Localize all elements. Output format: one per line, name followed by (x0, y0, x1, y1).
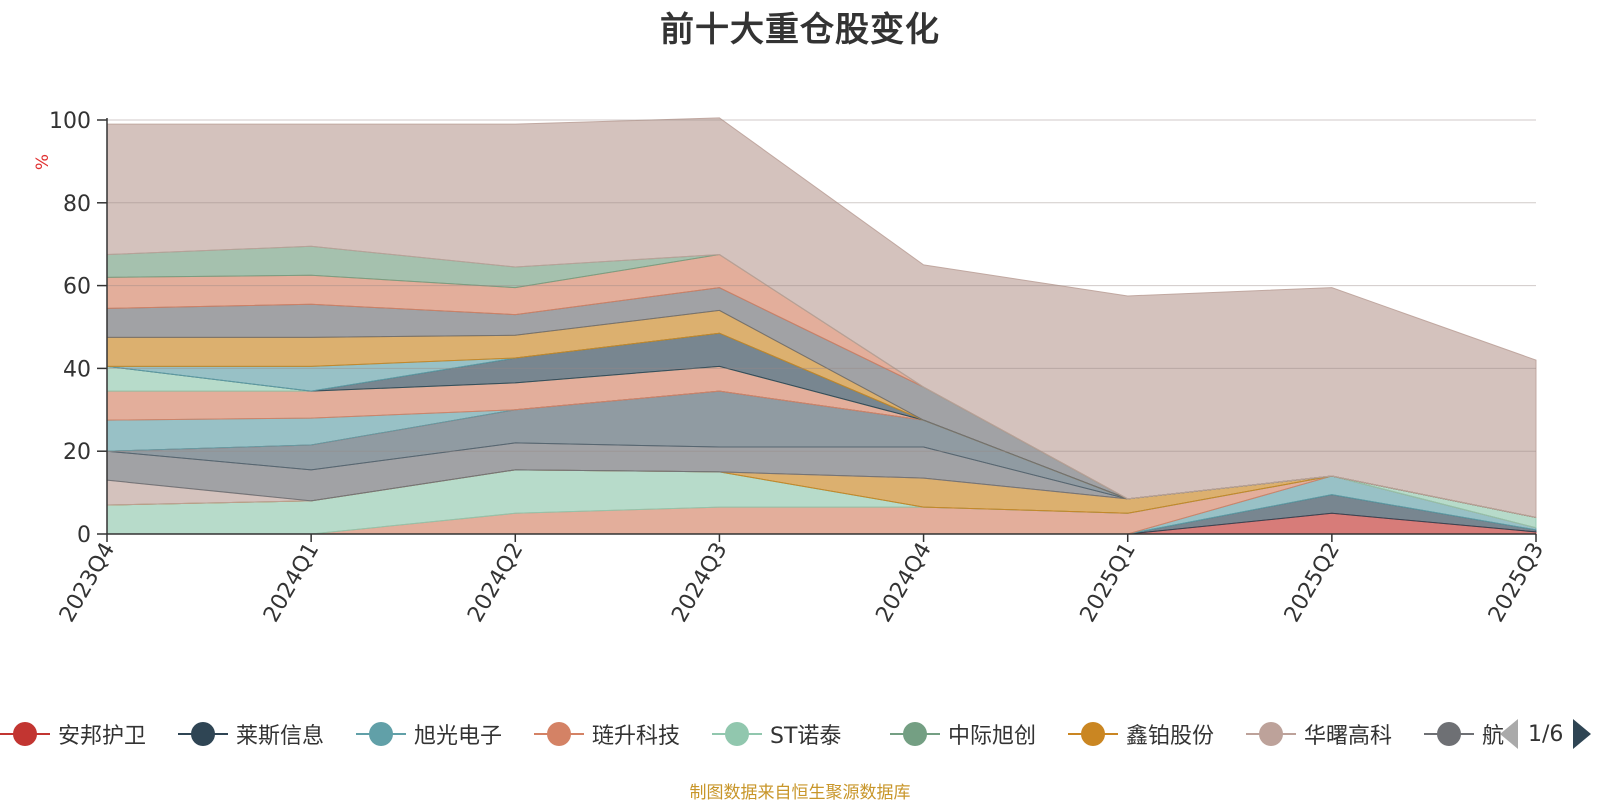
legend-item[interactable]: 琏升科技 (534, 716, 680, 752)
x-tick-label-1: 2024Q1 (259, 539, 324, 627)
legend-item[interactable]: 中际旭创 (890, 716, 1036, 752)
legend-item[interactable]: ST诺泰 (712, 716, 841, 752)
legend-label: 鑫铂股份 (1126, 724, 1215, 749)
legend-swatch-dot (369, 722, 393, 746)
legend-swatch-line (356, 722, 406, 746)
y-tick-label-100: 100 (49, 109, 91, 134)
legend-page-indicator: 1/6 (1528, 721, 1564, 747)
legend-swatch-line (1424, 722, 1474, 746)
stacked-area-chart: 0 20 40 60 80 100% 2023Q4 2024Q1 2024Q2 2024Q3 202… (33, 109, 1549, 627)
legend-swatch-line (890, 722, 940, 746)
legend-label: 旭光电子 (414, 724, 503, 749)
x-tick-label-3: 2024Q3 (667, 539, 732, 627)
legend-swatch-dot (1437, 722, 1461, 746)
legend-label: ST诺泰 (770, 724, 842, 749)
legend-item[interactable]: 安邦护卫 (0, 716, 146, 752)
legend-item[interactable]: 旭光电子 (356, 716, 502, 752)
legend-swatch-dot (1259, 722, 1283, 746)
x-tick-label-6: 2025Q2 (1280, 539, 1345, 627)
legend-label: 华曙高科 (1304, 724, 1393, 749)
chart-title: 前十大重仓股变化 (660, 10, 940, 50)
x-tick-label-7: 2025Q3 (1484, 539, 1549, 627)
legend-item[interactable]: 莱斯信息 (178, 716, 324, 752)
legend-swatch-line (712, 722, 762, 746)
x-tick-label-0: 2023Q4 (55, 539, 120, 627)
y-tick-label-60: 60 (63, 275, 91, 300)
legend-prev-page-button[interactable] (1500, 719, 1518, 749)
y-tick-label-80: 80 (63, 192, 91, 217)
legend-swatch-line (1246, 722, 1296, 746)
legend-swatch-dot (725, 722, 749, 746)
legend: 安邦护卫 莱斯信息 旭光电子 琏升科技 ST诺泰 中际旭创 鑫铂股份 华曙高科 航 (0, 716, 1600, 752)
x-tick-label-4: 2024Q4 (871, 539, 936, 627)
y-tick-label-40: 40 (63, 357, 91, 382)
legend-swatch-line (534, 722, 584, 746)
legend-pager: 1/6 (1500, 716, 1592, 752)
legend-label: 莱斯信息 (236, 724, 325, 749)
legend-label: 中际旭创 (948, 724, 1037, 749)
legend-next-page-button[interactable] (1573, 719, 1592, 749)
legend-item[interactable]: 华曙高科 (1246, 716, 1392, 752)
y-tick-label-0: 0 (77, 523, 91, 548)
y-axis-unit-label: % (33, 154, 53, 170)
legend-item[interactable]: 航 (1424, 716, 1504, 752)
y-tick-label-20: 20 (63, 440, 91, 465)
x-tick-label-5: 2025Q1 (1076, 539, 1141, 627)
legend-swatch-dot (13, 722, 37, 746)
legend-label: 琏升科技 (592, 724, 681, 749)
legend-label: 航 (1482, 724, 1505, 749)
legend-item[interactable]: 鑫铂股份 (1068, 716, 1214, 752)
legend-swatch-dot (191, 722, 215, 746)
legend-swatch-dot (547, 722, 571, 746)
legend-swatch-line (178, 722, 228, 746)
legend-swatch-line (1068, 722, 1118, 746)
legend-swatch-dot (903, 722, 927, 746)
legend-label: 安邦护卫 (58, 724, 147, 749)
legend-swatch-line (0, 722, 50, 746)
legend-swatch-dot (1081, 722, 1105, 746)
area-series-21 (106, 117, 1537, 519)
data-source-note: 制图数据来自恒生聚源数据库 (689, 783, 911, 803)
x-tick-label-2: 2024Q2 (463, 539, 528, 627)
